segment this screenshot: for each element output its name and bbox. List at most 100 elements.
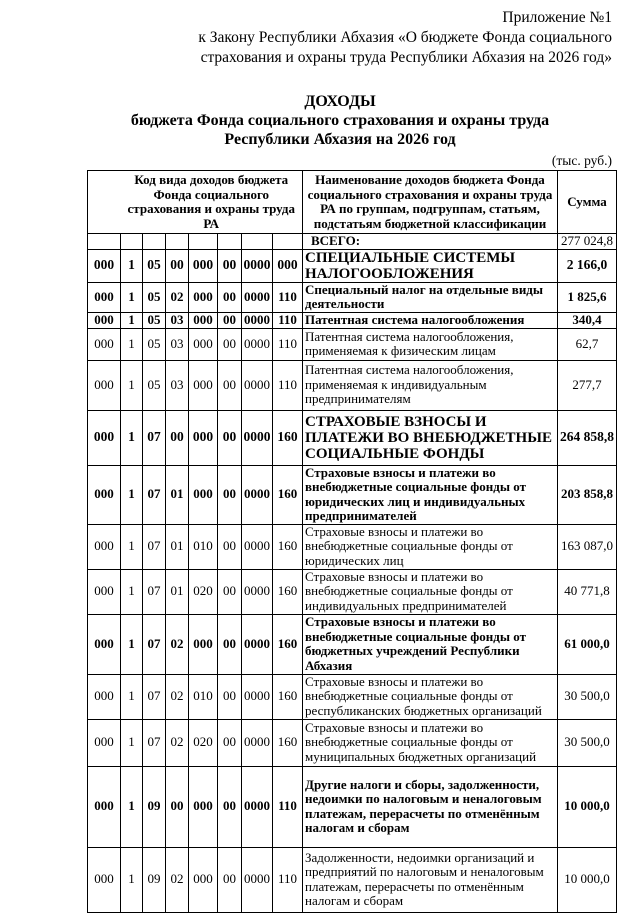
code-cell: 01 [165,523,189,570]
code-cell: 000 [188,846,218,913]
code-cell: 1 [120,281,143,313]
code-cell: 1 [120,464,143,525]
income-name: Страховые взносы и платежи во внебюджетн… [302,718,558,767]
code-cell: 0000 [241,765,273,848]
code-cell: 02 [165,673,189,720]
code-cell: 020 [188,718,218,767]
code-cell: 1 [120,765,143,848]
code-cell: 000 [87,311,121,329]
code-cell: 05 [142,311,166,329]
total-label: ВСЕГО: [302,233,558,250]
code-cell: 05 [142,327,166,361]
table-row: 000 1 09 02 000 00 0000 110 Задолженности, недои… [87,846,617,913]
code-cell: 00 [217,409,242,466]
code-cell: 00 [217,464,242,525]
code-cell: 00 [165,409,189,466]
code-cell: 000 [87,718,121,767]
code-cell: 00 [217,359,242,411]
code-cell: 160 [272,409,303,466]
code-cell: 020 [188,568,218,615]
code-cell: 000 [87,359,121,411]
code-cell: 0000 [241,718,273,767]
code-cell: 00 [165,248,189,283]
income-name: СПЕЦИАЛЬНЫЕ СИСТЕМЫ НАЛОГООБЛОЖЕНИЯ [302,248,558,283]
table-row: 000 1 07 01 000 00 0000 160 Страховые взносы и п… [87,464,617,525]
header-sum: Сумма [557,170,617,234]
code-cell: 1 [120,613,143,675]
income-sum: 62,7 [557,327,617,361]
income-name: Страховые взносы и платежи во внебюджетн… [302,613,558,675]
code-cell: 00 [217,311,242,329]
code-cell: 000 [188,327,218,361]
table-row: 000 1 07 02 020 00 0000 160 Страховые взносы и п… [87,718,617,767]
code-cell: 000 [188,281,218,313]
code-cell: 1 [120,673,143,720]
table-row: 000 1 05 03 000 00 0000 110 Патентная система на… [87,327,617,361]
code-cell: 160 [272,523,303,570]
income-sum: 340,4 [557,311,617,329]
code-cell: 1 [120,409,143,466]
code-cell: 02 [165,718,189,767]
code-cell: 000 [87,523,121,570]
code-cell: 00 [217,846,242,913]
income-sum: 10 000,0 [557,765,617,848]
code-cell: 0000 [241,409,273,466]
appendix-number: Приложение №1 [502,9,612,26]
table-row: 000 1 07 02 000 00 0000 160 Страховые взносы и п… [87,613,617,675]
code-cell: 0000 [241,673,273,720]
income-sum: 277,7 [557,359,617,411]
code-cell: 0000 [241,327,273,361]
code-cell: 000 [87,765,121,848]
appendix-law-line-1: к Закону Республики Абхазия «О бюджете Ф… [198,29,612,46]
code-cell: 02 [165,613,189,675]
code-cell: 1 [120,523,143,570]
code-cell: 010 [188,523,218,570]
total-row: ВСЕГО: 277 024,8 [87,233,617,250]
code-cell: 110 [272,311,303,329]
income-name: Страховые взносы и платежи во внебюджетн… [302,568,558,615]
code-cell: 07 [142,673,166,720]
code-cell: 07 [142,409,166,466]
code-cell: 000 [87,409,121,466]
code-cell: 09 [142,846,166,913]
code-cell: 000 [87,281,121,313]
code-cell: 02 [165,846,189,913]
code-cell: 01 [165,464,189,525]
code-cell: 160 [272,568,303,615]
code-cell: 00 [217,718,242,767]
income-sum: 61 000,0 [557,613,617,675]
code-cell: 0000 [241,359,273,411]
income-sum: 1 825,6 [557,281,617,313]
code-cell: 03 [165,327,189,361]
code-cell: 00 [217,523,242,570]
income-name: Патентная система налогообложения, приме… [302,359,558,411]
code-cell: 00 [217,568,242,615]
code-cell: 0000 [241,523,273,570]
code-cell: 05 [142,281,166,313]
code-cell: 000 [87,464,121,525]
code-cell: 160 [272,464,303,525]
income-name: Патентная система налогообложения [302,311,558,329]
code-cell: 160 [272,718,303,767]
income-sum: 2 166,0 [557,248,617,283]
table-row: 000 1 07 02 010 00 0000 160 Страховые взносы и п… [87,673,617,720]
code-cell: 09 [142,765,166,848]
code-cell: 000 [87,248,121,283]
table-row: 000 1 07 01 010 00 0000 160 Страховые взносы и п… [87,523,617,570]
code-cell: 000 [272,248,303,283]
table-row: 000 1 05 03 000 00 0000 110 Патентная система на… [87,359,617,411]
code-cell: 0000 [241,613,273,675]
income-sum: 163 087,0 [557,523,617,570]
table-row: 000 1 09 00 000 00 0000 110 Другие налоги и сбор… [87,765,617,848]
code-cell: 00 [165,765,189,848]
code-cell: 0000 [241,248,273,283]
code-cell: 000 [87,846,121,913]
income-name: Патентная система налогообложения, приме… [302,327,558,361]
code-cell: 1 [120,327,143,361]
code-cell: 110 [272,846,303,913]
unit-label: (тыс. руб.) [551,153,612,168]
table-row: 000 1 05 03 000 00 0000 110 Патентная система на… [87,311,617,329]
code-cell: 0000 [241,568,273,615]
code-cell: 1 [120,568,143,615]
table-row: 000 1 07 00 000 00 0000 160 СТРАХОВЫЕ ВЗНОСЫ И П… [87,409,617,466]
